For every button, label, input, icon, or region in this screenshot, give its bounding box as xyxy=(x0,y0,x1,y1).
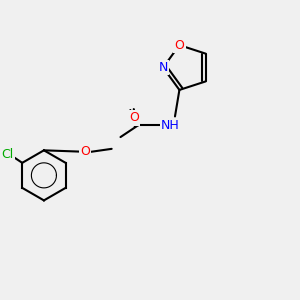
Text: O: O xyxy=(175,39,184,52)
Text: Cl: Cl xyxy=(2,148,14,160)
Text: N: N xyxy=(158,61,168,74)
Text: O: O xyxy=(129,111,139,124)
Text: NH: NH xyxy=(161,119,180,132)
Text: O: O xyxy=(80,145,90,158)
